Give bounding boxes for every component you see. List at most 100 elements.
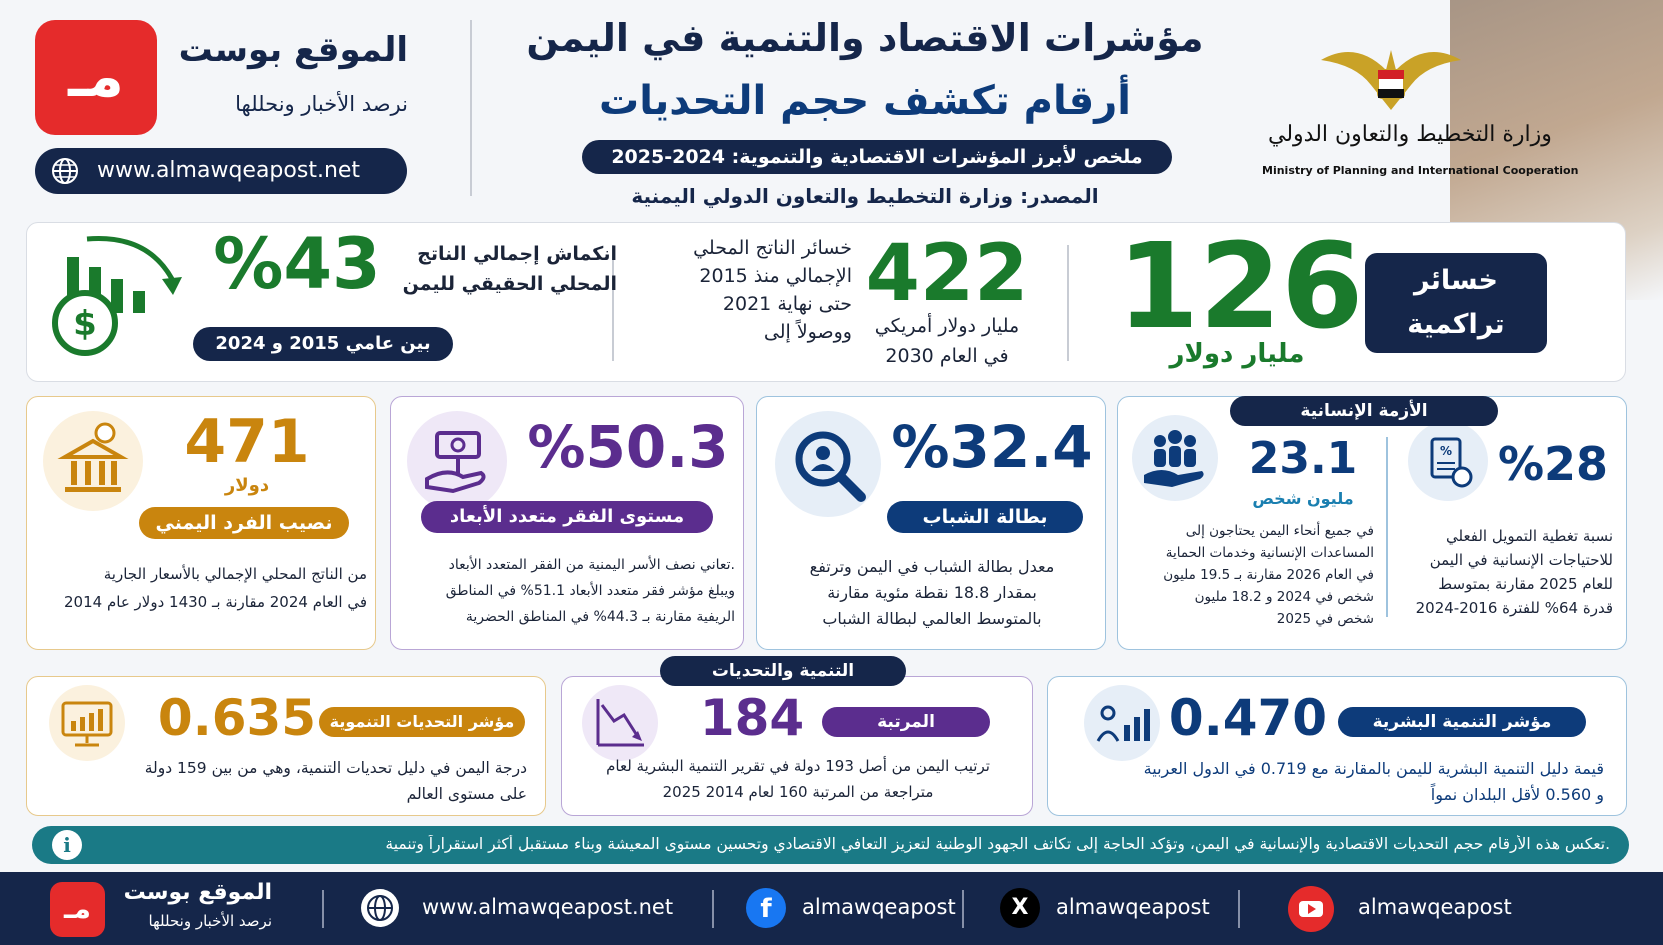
funding-desc-3: للعام 2025 مقارنة بمتوسط bbox=[1438, 575, 1613, 593]
losses-label-badge: خسائر تراكمية bbox=[1365, 253, 1547, 353]
per-capita-value: 471 bbox=[184, 407, 310, 477]
monitor-chart-icon bbox=[49, 685, 125, 761]
ministry-name-english: Ministry of Planning and International C… bbox=[1262, 164, 1579, 177]
per-capita-desc-2: في العام 2024 مقارنة بـ 1430 دولار عام 2… bbox=[64, 593, 367, 611]
people-in-need-unit: مليون شخص bbox=[1252, 489, 1354, 508]
dci-value: 0.635 bbox=[157, 689, 317, 747]
page-subtitle: أرقام تكشف حجم التحديات bbox=[599, 78, 1131, 124]
rank-desc-1: ترتيب اليمن من أصل 193 دولة في تقرير الت… bbox=[606, 757, 990, 775]
footer-url-link[interactable]: www.almawqeapost.net bbox=[360, 886, 690, 930]
note-bar: تعكس هذه الأرقام حجم التحديات الاقتصادية… bbox=[32, 826, 1629, 864]
info-icon: i bbox=[52, 830, 82, 860]
footer-facebook-link[interactable]: f almawqeapost bbox=[746, 886, 976, 930]
footer-divider-4 bbox=[1238, 890, 1240, 928]
dci-badge: مؤشر التحديات التنموية bbox=[319, 707, 525, 737]
poverty-value: %50.3 bbox=[527, 413, 729, 481]
losses-desc-2: الإجمالي منذ 2015 bbox=[699, 265, 852, 287]
poverty-card: %50.3 مستوى الفقر متعدد الأبعاد تعاني نص… bbox=[390, 396, 744, 650]
x-icon: X bbox=[1000, 888, 1040, 928]
footer-logo: ﻣـ bbox=[50, 882, 105, 937]
footer-youtube-link[interactable]: almawqeapost bbox=[1288, 886, 1528, 932]
footer-x-handle: almawqeapost bbox=[1056, 895, 1210, 919]
losses-126-value: 126 bbox=[1117, 217, 1364, 355]
footer-divider-2 bbox=[712, 890, 714, 928]
poverty-desc-3: الريفية مقارنة بـ 44.3% في المناطق الحضر… bbox=[465, 609, 735, 625]
funding-icon: % bbox=[1408, 421, 1488, 501]
dci-desc-1: درجة اليمن في دليل تحديات التنمية، وهي م… bbox=[144, 759, 527, 777]
poverty-badge: مستوى الفقر متعدد الأبعاد bbox=[421, 501, 713, 533]
development-section-badge: التنمية والتحديات bbox=[660, 656, 906, 686]
hdi-desc-2: و 0.560 لأقل البلدان نمواً bbox=[1430, 785, 1604, 804]
youth-desc-3: بالمتوسط العالمي لبطالة الشباب bbox=[822, 609, 1042, 628]
funding-desc-2: للاحتياجات الإنسانية في اليمن bbox=[1429, 551, 1613, 569]
brand-url-bar[interactable]: www.almawqeapost.net bbox=[35, 148, 407, 194]
losses-422-value: 422 bbox=[865, 229, 1029, 319]
brand-tagline: نرصد الأخبار ونحللها bbox=[235, 92, 408, 116]
rank-card: 184 المرتبة ترتيب اليمن من أصل 193 دولة … bbox=[561, 676, 1033, 816]
footer-brand-tagline: نرصد الأخبار ونحللها bbox=[148, 912, 272, 930]
footer-url: www.almawqeapost.net bbox=[422, 895, 674, 919]
per-capita-unit: دولار bbox=[224, 475, 270, 496]
hdi-desc-1: قيمة دليل التنمية البشرية لليمن بالمقارن… bbox=[1143, 759, 1604, 778]
footer-facebook-handle: almawqeapost bbox=[802, 895, 956, 919]
svg-text:%: % bbox=[1440, 444, 1452, 458]
footer-divider-3 bbox=[962, 890, 964, 928]
money-hand-icon bbox=[407, 411, 507, 511]
brand-logo: ﻣـ bbox=[35, 20, 157, 135]
per-capita-badge: نصيب الفرد اليمني bbox=[139, 507, 349, 539]
people-icon bbox=[1132, 415, 1218, 501]
people-in-need-value: 23.1 bbox=[1248, 433, 1358, 484]
growth-chart-person-icon bbox=[1084, 685, 1160, 761]
hdi-badge: مؤشر التنمية البشرية bbox=[1338, 707, 1586, 737]
poverty-desc-1: تعاني نصف الأسر اليمنية من الفقر المتعدد… bbox=[448, 557, 735, 573]
magnifier-person-icon bbox=[775, 411, 881, 517]
gdp-contraction-value: %43 bbox=[213, 223, 381, 305]
humanitarian-card: %28 % نسبة تغطية التمويل الفعلي للاحتياج… bbox=[1117, 396, 1627, 650]
gdp-contraction-range: بين عامي 2015 و 2024 bbox=[193, 327, 453, 361]
declining-chart-money-icon: $ bbox=[52, 236, 182, 356]
humanitarian-divider bbox=[1386, 437, 1388, 617]
per-capita-desc-1: من الناتج المحلي الإجمالي بالأسعار الجار… bbox=[103, 565, 367, 583]
humanitarian-section-badge: الأزمة الإنسانية bbox=[1230, 396, 1498, 426]
losses-422-year: في العام 2030 bbox=[885, 345, 1009, 367]
people-desc-3: في العام 2026 مقارنة بـ 19.5 مليون bbox=[1163, 567, 1374, 583]
note-text: تعكس هذه الأرقام حجم التحديات الاقتصادية… bbox=[385, 835, 1610, 853]
people-desc-2: المساعدات الإنسانية وخدمات الحماية bbox=[1165, 545, 1374, 561]
hdi-card: 0.470 مؤشر التنمية البشرية قيمة دليل الت… bbox=[1047, 676, 1627, 816]
svg-text:$: $ bbox=[73, 304, 97, 344]
funding-pct-value: %28 bbox=[1497, 437, 1609, 491]
header-divider bbox=[470, 20, 472, 196]
youth-desc-2: بمقدار 18.8 نقطة مئوية مقارنة bbox=[827, 583, 1037, 602]
losses-card: خسائر تراكمية 126 مليار دولار 422 مليار … bbox=[26, 217, 1626, 382]
funding-desc-1: نسبة تغطية التمويل الفعلي bbox=[1446, 527, 1613, 545]
declining-line-chart-icon bbox=[582, 685, 658, 761]
globe-icon bbox=[52, 158, 78, 184]
youth-desc-1: معدل بطالة الشباب في اليمن وترتفع bbox=[809, 557, 1055, 576]
source-line: المصدر: وزارة التخطيط والتعاون الدولي ال… bbox=[631, 184, 1099, 208]
youtube-icon bbox=[1288, 886, 1334, 932]
rank-badge: المرتبة bbox=[822, 707, 990, 737]
youth-unemployment-card: %32.4 بطالة الشباب معدل بطالة الشباب في … bbox=[756, 396, 1106, 650]
footer-brand-name: الموقع بوست bbox=[123, 880, 272, 905]
rank-value: 184 bbox=[699, 689, 805, 747]
gdp-contraction-desc-1: انكماش إجمالي الناتج bbox=[417, 243, 617, 265]
facebook-icon: f bbox=[746, 888, 786, 928]
gdp-contraction-desc-2: المحلي الحقيقي لليمن bbox=[402, 273, 617, 295]
people-desc-5: شخص في 2025 bbox=[1276, 611, 1374, 627]
youth-unemployment-badge: بطالة الشباب bbox=[887, 501, 1083, 533]
dci-desc-2: على مستوى العالم bbox=[406, 785, 527, 803]
footer-x-link[interactable]: X almawqeapost bbox=[1000, 886, 1230, 930]
bank-icon bbox=[43, 411, 143, 511]
funding-desc-4: قدرة 64% للفترة 2016-2024 bbox=[1415, 599, 1613, 617]
losses-desc-1: خسائر الناتج المحلي bbox=[693, 237, 852, 259]
losses-desc-3: حتى نهاية 2021 bbox=[722, 293, 852, 315]
page-title: مؤشرات الاقتصاد والتنمية في اليمن bbox=[526, 16, 1204, 60]
brand-name: الموقع بوست bbox=[178, 30, 408, 70]
youth-unemployment-value: %32.4 bbox=[891, 413, 1093, 481]
losses-126-unit: مليار دولار bbox=[1169, 339, 1305, 369]
footer-youtube-handle: almawqeapost bbox=[1358, 895, 1512, 919]
losses-divider bbox=[1067, 245, 1069, 361]
dci-card: 0.635 مؤشر التحديات التنموية درجة اليمن … bbox=[26, 676, 546, 816]
hdi-value: 0.470 bbox=[1168, 689, 1328, 747]
footer: ﻣـ الموقع بوست نرصد الأخبار ونحللها www.… bbox=[0, 872, 1663, 945]
